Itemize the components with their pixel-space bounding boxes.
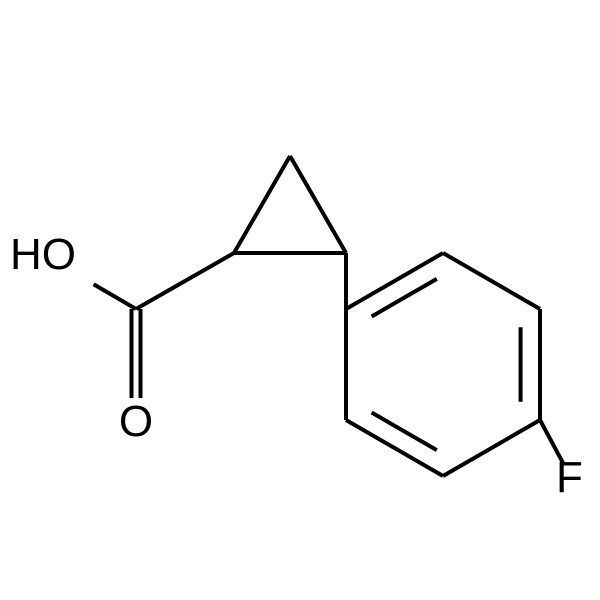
atom-label-oxo_o: O [119,397,153,446]
atom-label-fluoro: F [556,453,583,502]
atom-label-hydroxyl_o: HO [10,230,76,279]
chemical-structure: O HO F [0,0,600,600]
